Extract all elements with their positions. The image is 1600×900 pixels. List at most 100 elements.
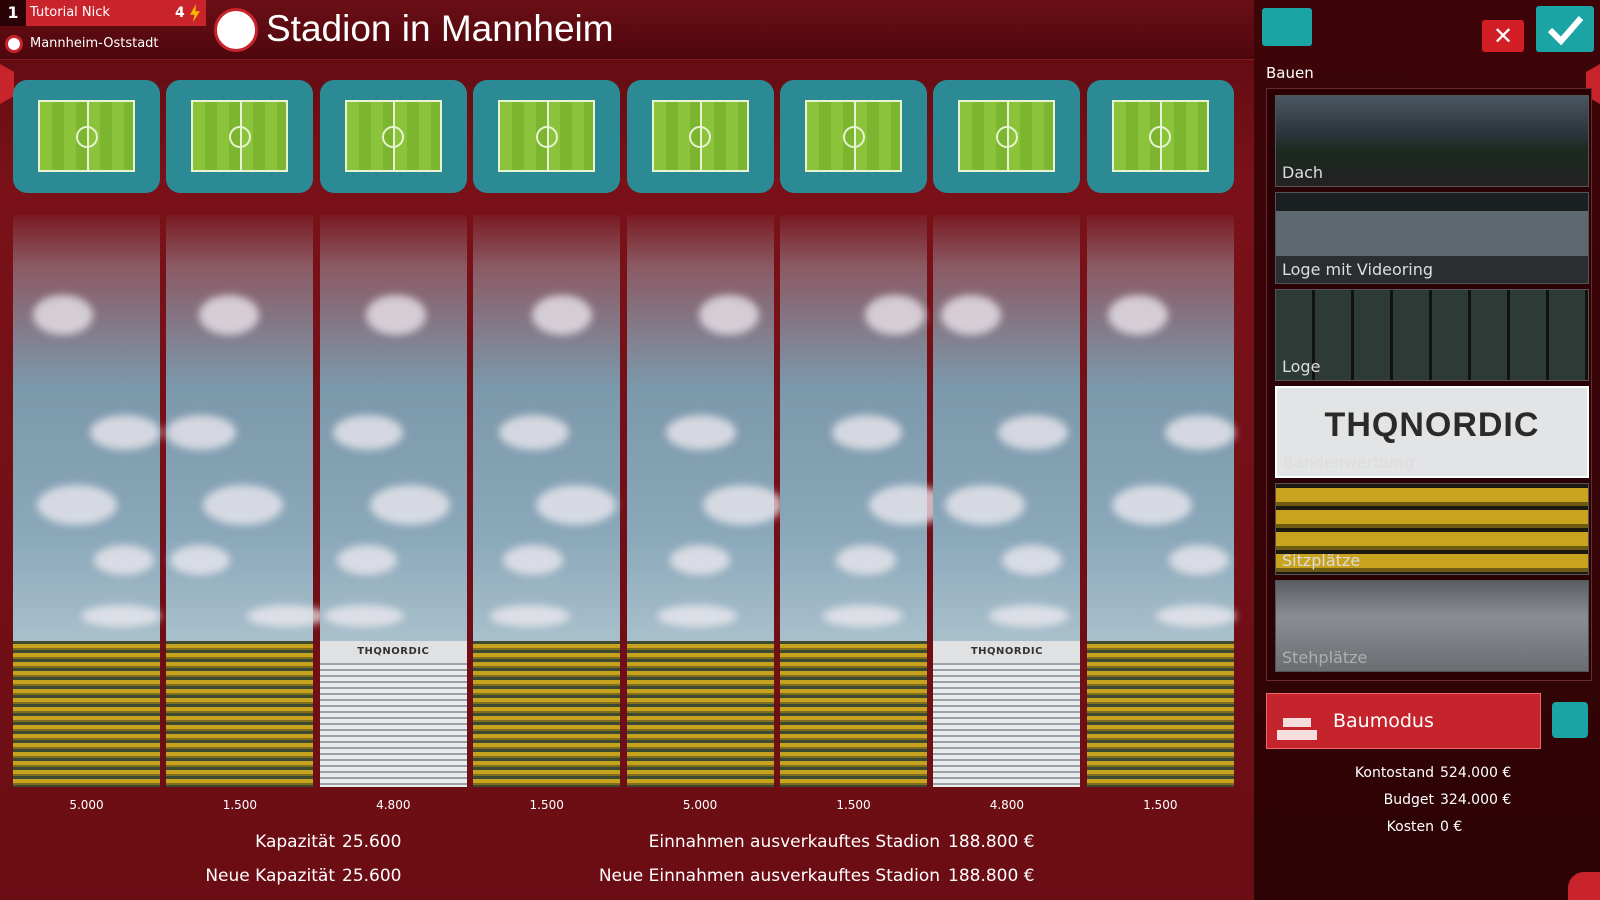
finance-value: 524.000 € xyxy=(1440,765,1512,781)
left-tab[interactable] xyxy=(0,64,14,104)
finance-label: Kosten xyxy=(1386,819,1434,835)
section-capacity: 4.800 xyxy=(376,798,411,812)
pitch-field xyxy=(498,100,596,172)
panel-title: Bauen xyxy=(1266,64,1314,82)
manager-box: 1 Tutorial Nick 4 xyxy=(0,0,206,26)
sponsor-logo: THQNORDIC xyxy=(1324,406,1540,444)
pitch-tile[interactable] xyxy=(1086,80,1234,193)
stand xyxy=(1086,641,1234,787)
points: 4 xyxy=(175,5,185,21)
cloud xyxy=(490,605,571,627)
cloud xyxy=(1155,605,1236,627)
cloud xyxy=(247,605,328,627)
cloud xyxy=(1168,545,1229,575)
option-label: Sitzplätze xyxy=(1282,551,1361,570)
finance-value: 0 € xyxy=(1440,819,1463,835)
cloud xyxy=(166,415,237,450)
sponsor-board: THQNORDIC xyxy=(319,641,467,663)
new-capacity: 25.600 xyxy=(342,866,402,886)
info-button[interactable] xyxy=(1568,872,1600,900)
cloud xyxy=(33,295,93,335)
build-icon xyxy=(1277,702,1317,740)
capacity-label: Kapazität xyxy=(255,832,335,852)
finance-label: Kontostand xyxy=(1354,765,1434,781)
cloud xyxy=(81,605,161,627)
section-view[interactable] xyxy=(166,215,328,641)
confirm-button[interactable] xyxy=(1536,6,1594,52)
capacity: 25.600 xyxy=(342,832,402,852)
finance-label: Budget xyxy=(1383,792,1434,808)
cloud xyxy=(669,545,730,575)
rank: 1 xyxy=(0,0,26,26)
close-button[interactable]: ✕ xyxy=(1482,20,1524,52)
section-capacity: 1.500 xyxy=(222,798,258,812)
cloud xyxy=(836,545,896,575)
cloud xyxy=(1164,415,1235,450)
cloud xyxy=(332,415,403,450)
pitch-tile[interactable] xyxy=(626,80,774,193)
cloud xyxy=(536,485,617,525)
cloud xyxy=(90,415,160,450)
stand xyxy=(166,641,314,787)
build-mode-label: Baumodus xyxy=(1333,710,1434,732)
cloud xyxy=(698,295,759,335)
reset-button[interactable] xyxy=(1552,702,1588,738)
option-label: Dach xyxy=(1282,163,1324,182)
stand: THQNORDIC xyxy=(319,641,467,787)
pitch-field xyxy=(805,100,902,172)
section-view[interactable] xyxy=(626,215,783,641)
section-view[interactable] xyxy=(1086,215,1236,641)
manager-name: Tutorial Nick xyxy=(30,5,110,20)
pitch-field xyxy=(191,100,289,172)
build-option[interactable]: THQNORDIC Bandenwerbung xyxy=(1275,386,1589,478)
cloud xyxy=(170,545,231,575)
section-view[interactable] xyxy=(780,215,949,641)
pitch-tile[interactable] xyxy=(473,80,621,193)
cloud xyxy=(37,485,117,525)
pitch-tile[interactable] xyxy=(933,80,1081,193)
option-label: Loge mit Videoring xyxy=(1282,260,1434,279)
build-option[interactable]: Dach xyxy=(1275,95,1589,187)
section-capacity: 4.800 xyxy=(989,798,1025,812)
cloud xyxy=(998,415,1069,450)
pitch-tile[interactable] xyxy=(780,80,927,193)
option-label: Stehplätze xyxy=(1282,648,1368,667)
finance-value: 324.000 € xyxy=(1440,792,1512,808)
cloud xyxy=(989,605,1070,627)
build-option[interactable]: Loge xyxy=(1275,289,1589,381)
pitch-field xyxy=(958,100,1056,172)
pitch-tile[interactable] xyxy=(166,80,314,193)
pitch-tile[interactable] xyxy=(319,80,467,193)
section-view[interactable] xyxy=(319,215,467,641)
stand xyxy=(780,641,927,787)
section-view[interactable] xyxy=(13,215,161,641)
build-option[interactable]: Stehplätze xyxy=(1275,580,1589,672)
network-button[interactable] xyxy=(1262,8,1312,46)
section-view[interactable] xyxy=(473,215,621,641)
section-capacity: 1.500 xyxy=(529,798,564,812)
build-option[interactable]: Loge mit Videoring xyxy=(1275,192,1589,284)
section-view[interactable] xyxy=(933,215,1081,641)
stand xyxy=(13,641,160,787)
club-name: Mannheim-Oststadt xyxy=(30,36,159,51)
screen-title: Stadion in Mannheim xyxy=(266,8,614,49)
cloud xyxy=(941,295,1002,335)
section-capacity: 1.500 xyxy=(1143,798,1178,812)
top-bar: 1 Tutorial Nick 4 Mannheim-Oststadt Stad… xyxy=(0,0,1254,60)
build-mode-button[interactable]: Baumodus xyxy=(1266,693,1541,749)
cloud xyxy=(369,485,450,525)
cloud xyxy=(532,295,593,335)
sponsor-board: THQNORDIC xyxy=(933,641,1081,663)
cloud xyxy=(823,605,903,627)
pitch-tile[interactable] xyxy=(13,80,160,193)
pitch-field xyxy=(344,100,442,172)
cloud xyxy=(323,605,404,627)
cloud xyxy=(365,295,426,335)
cloud xyxy=(702,485,783,525)
new-revenue: 188.800 € xyxy=(948,866,1035,886)
build-option[interactable]: Sitzplätze xyxy=(1275,483,1589,575)
cloud xyxy=(1111,485,1192,525)
pitch-field xyxy=(1111,100,1209,172)
cloud xyxy=(665,415,736,450)
